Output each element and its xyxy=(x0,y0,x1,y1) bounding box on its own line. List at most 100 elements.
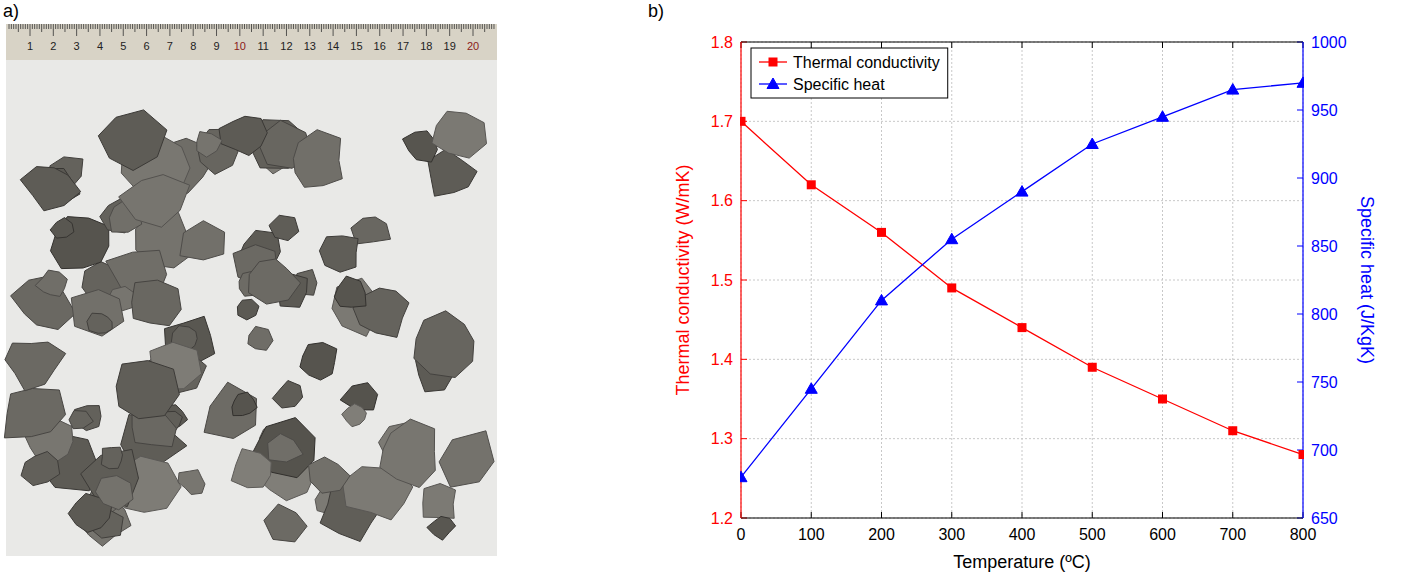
panel-label: b) xyxy=(648,1,664,21)
ruler-tick xyxy=(221,24,222,29)
ruler-tick xyxy=(167,24,168,29)
ruler-label: 13 xyxy=(304,40,316,52)
ruler-tick xyxy=(209,24,210,29)
ruler-label: 18 xyxy=(420,40,432,52)
ruler-tick xyxy=(111,24,112,32)
ruler-label: 19 xyxy=(444,40,456,52)
ruler-tick xyxy=(50,24,51,29)
stone xyxy=(197,132,222,158)
ruler-tick xyxy=(428,24,429,29)
ruler-tick xyxy=(459,24,460,29)
y-axis xyxy=(740,42,741,518)
ruler-tick xyxy=(202,24,203,29)
ruler-tick xyxy=(95,24,96,29)
ruler-tick xyxy=(321,24,322,32)
ruler-tick xyxy=(400,24,401,29)
stone xyxy=(71,290,124,337)
ruler-tick xyxy=(137,24,138,29)
ruler-tick xyxy=(153,24,154,29)
ruler-tick xyxy=(193,24,194,36)
ruler-tick xyxy=(125,24,126,29)
stone xyxy=(427,516,456,540)
ruler-tick xyxy=(419,24,420,29)
ruler-tick xyxy=(104,24,105,29)
x-tick xyxy=(1092,42,1093,48)
stone xyxy=(403,131,438,162)
axis-top xyxy=(741,41,1303,42)
x-tick-label: 300 xyxy=(938,526,965,543)
ruler-tick xyxy=(11,24,12,29)
stone xyxy=(334,276,366,307)
ruler-tick xyxy=(356,24,357,36)
series-marker xyxy=(740,471,747,482)
ruler-tick xyxy=(288,24,289,29)
x-tick xyxy=(1232,512,1233,518)
ruler-tick xyxy=(67,24,68,29)
x-tick xyxy=(1092,512,1093,518)
stone xyxy=(232,392,257,416)
stone xyxy=(119,175,190,228)
ruler-tick xyxy=(85,24,86,29)
ruler-tick xyxy=(88,24,89,32)
stone xyxy=(20,167,80,211)
series-marker xyxy=(1158,395,1167,404)
ruler-tick xyxy=(265,24,266,29)
y2-tick xyxy=(1297,246,1303,247)
ruler-tick xyxy=(391,24,392,32)
y-tick xyxy=(741,200,747,201)
ruler-label: 14 xyxy=(327,40,339,52)
series-marker xyxy=(876,294,888,305)
legend-label: Thermal conductivity xyxy=(793,54,940,71)
y-tick xyxy=(741,280,747,281)
series-marker xyxy=(1228,426,1237,435)
stone xyxy=(309,457,350,493)
x-tick xyxy=(951,42,952,48)
ruler-tick xyxy=(158,24,159,32)
y2-tick-label: 650 xyxy=(1311,510,1338,527)
ruler-tick xyxy=(426,24,427,36)
ruler-label: 6 xyxy=(144,40,150,52)
ruler-tick xyxy=(435,24,436,29)
ruler-tick xyxy=(382,24,383,29)
y-tick-label: 1.8 xyxy=(711,34,733,51)
y-tick xyxy=(741,438,747,439)
ruler-tick xyxy=(60,24,61,29)
stone xyxy=(178,470,205,495)
stone xyxy=(342,404,367,427)
stone xyxy=(231,449,271,488)
series-marker xyxy=(1016,186,1028,197)
ruler-tick xyxy=(300,24,301,29)
ruler-tick xyxy=(109,24,110,29)
ruler-tick xyxy=(365,24,366,29)
ruler-tick xyxy=(43,24,44,29)
series-marker xyxy=(877,228,886,237)
grid-line xyxy=(741,438,1303,439)
ticks: 01002003004005006007008001.21.31.41.51.6… xyxy=(711,34,1347,544)
legend: Thermal conductivitySpecific heat xyxy=(751,48,948,98)
ruler-tick xyxy=(491,24,492,29)
ruler-tick xyxy=(113,24,114,29)
ruler-tick xyxy=(454,24,455,29)
ruler-label: 8 xyxy=(190,40,196,52)
ruler-tick xyxy=(69,24,70,29)
ruler-tick xyxy=(249,24,250,29)
ruler-tick xyxy=(228,24,229,32)
ruler-tick xyxy=(200,24,201,29)
ruler-tick xyxy=(267,24,268,29)
ruler-tick xyxy=(433,24,434,29)
x-tick-label: 200 xyxy=(868,526,895,543)
ruler-tick xyxy=(323,24,324,29)
stone xyxy=(116,361,179,419)
x-tick xyxy=(1162,42,1163,48)
ruler-tick xyxy=(207,24,208,29)
series-line xyxy=(741,83,1303,477)
ruler-tick xyxy=(132,24,133,29)
ruler-tick xyxy=(186,24,187,29)
ruler-tick xyxy=(477,24,478,29)
ruler-tick xyxy=(456,24,457,29)
ruler-tick xyxy=(305,24,306,29)
ruler-tick xyxy=(363,24,364,29)
ruler-tick xyxy=(298,24,299,32)
ruler-tick xyxy=(139,24,140,29)
ruler-tick xyxy=(148,24,149,29)
